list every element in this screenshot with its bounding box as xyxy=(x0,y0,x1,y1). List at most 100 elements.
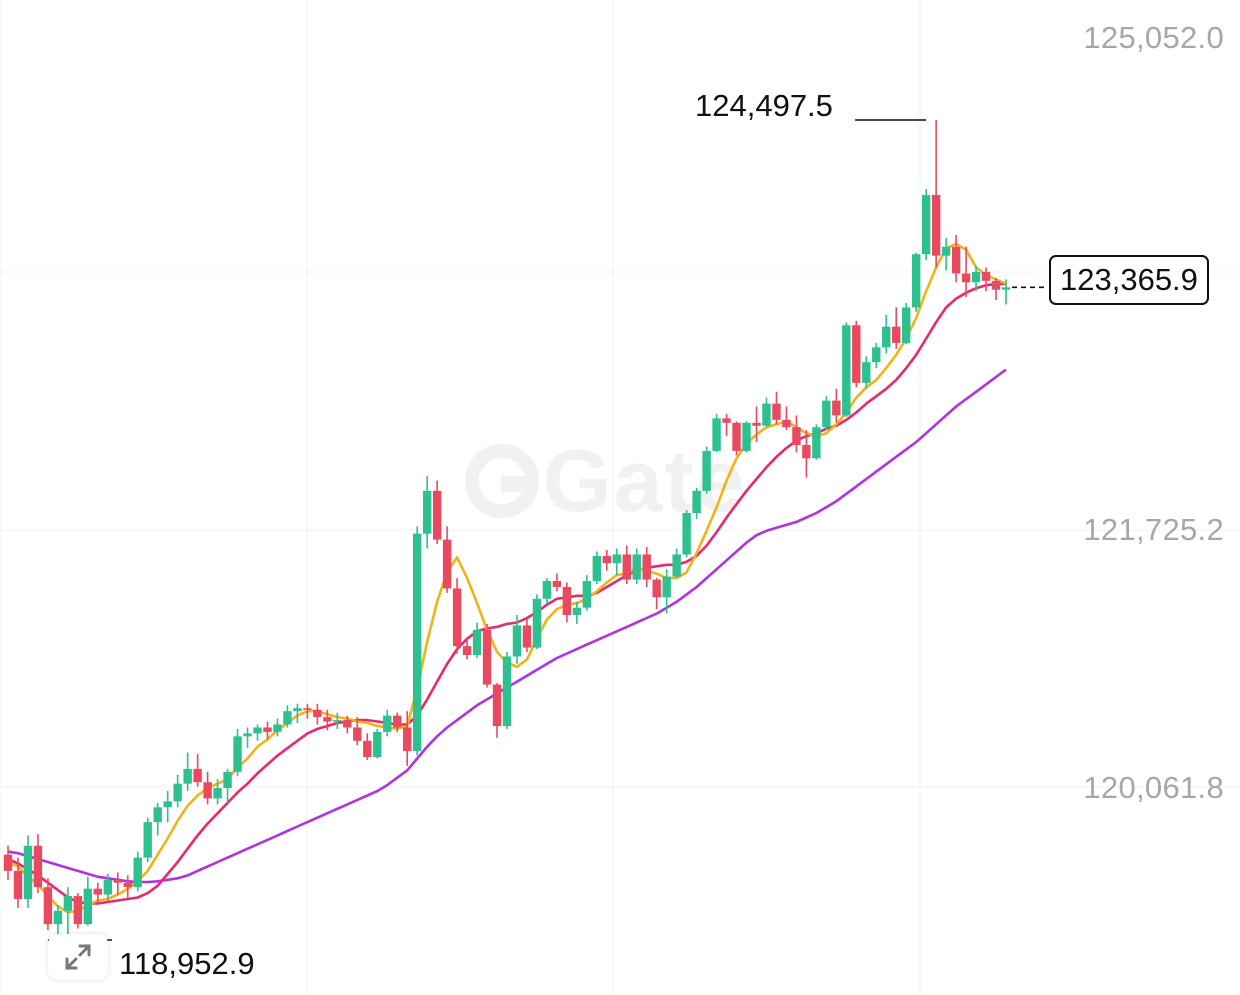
candle-body xyxy=(313,709,322,718)
candle-body xyxy=(283,711,292,725)
candle xyxy=(941,237,951,271)
candle-body xyxy=(921,195,931,255)
candle xyxy=(582,575,592,611)
low-price-label: 118,952.9 xyxy=(119,946,255,981)
candle xyxy=(213,779,222,805)
candle xyxy=(931,120,941,268)
candle xyxy=(702,446,711,494)
candle xyxy=(13,857,23,908)
candle xyxy=(432,480,442,545)
candle-body xyxy=(552,581,562,587)
candle xyxy=(422,476,432,549)
candle-body xyxy=(802,444,811,459)
candle xyxy=(562,582,572,623)
candle-body xyxy=(273,724,282,732)
expand-chart-button[interactable] xyxy=(48,934,108,980)
candle-body xyxy=(652,579,661,598)
candle-body xyxy=(862,362,871,383)
candle xyxy=(233,728,242,777)
candle xyxy=(862,356,871,389)
candle xyxy=(712,413,721,453)
candle xyxy=(502,652,512,729)
candle-body xyxy=(911,254,921,308)
candle xyxy=(203,771,212,805)
candle-body xyxy=(323,717,332,722)
candle xyxy=(253,724,262,741)
candle xyxy=(353,717,362,746)
candle xyxy=(752,406,761,443)
candle-body xyxy=(303,708,312,710)
candle xyxy=(133,851,142,892)
candle-body xyxy=(393,715,402,728)
candle-body xyxy=(23,845,33,900)
candle-body xyxy=(373,731,382,758)
candle-body xyxy=(83,888,93,925)
candle xyxy=(981,267,991,292)
candle xyxy=(73,893,83,929)
candle xyxy=(612,548,621,576)
candle xyxy=(93,882,103,905)
candle-body xyxy=(3,854,13,871)
candle-body xyxy=(692,490,701,514)
candle xyxy=(742,421,751,453)
candle xyxy=(273,718,282,737)
candle-body xyxy=(672,554,681,577)
candle xyxy=(682,510,691,558)
candle xyxy=(782,406,791,431)
candle-body xyxy=(223,771,232,789)
candle xyxy=(522,619,532,653)
candles xyxy=(3,120,1011,940)
candle xyxy=(662,569,671,614)
candle-body xyxy=(702,450,711,491)
candle xyxy=(3,845,13,880)
candle xyxy=(43,878,53,931)
candle-body xyxy=(562,586,572,616)
candle-body xyxy=(522,625,532,648)
candle-body xyxy=(363,740,372,758)
candle-body xyxy=(642,554,651,580)
candle-body xyxy=(622,554,631,580)
y-tick-label-top: 125,052.0 xyxy=(1083,20,1224,55)
candle xyxy=(193,754,202,787)
candle-body xyxy=(961,273,971,283)
candle-body xyxy=(482,629,492,685)
candle-body xyxy=(722,418,731,423)
candle-body xyxy=(712,418,721,451)
candle-body xyxy=(233,736,242,772)
candle xyxy=(772,391,781,425)
candle xyxy=(123,875,132,898)
candle-body xyxy=(143,822,152,858)
candle-body xyxy=(173,783,182,802)
high-price-label: 124,497.5 xyxy=(695,88,833,123)
candle-body xyxy=(602,555,611,564)
current-price-label: 123,365.9 xyxy=(1049,255,1209,305)
candle xyxy=(472,622,482,658)
candle xyxy=(482,623,492,688)
watermark: Gate xyxy=(465,430,747,532)
candle xyxy=(902,303,911,345)
candle-body xyxy=(133,857,142,888)
candle xyxy=(642,547,651,587)
candle xyxy=(652,578,661,610)
candle xyxy=(762,397,771,428)
candle xyxy=(383,709,392,737)
candle-body xyxy=(951,246,961,274)
y-tick-label-low: 120,061.8 xyxy=(1083,770,1224,805)
candle-body xyxy=(1001,287,1011,290)
candle-body xyxy=(123,882,132,888)
candle xyxy=(732,421,741,456)
candle xyxy=(532,594,542,650)
candle-body xyxy=(113,879,122,883)
candle xyxy=(343,715,352,734)
candle-body xyxy=(572,607,582,616)
candle xyxy=(403,711,412,766)
candle-body xyxy=(762,403,771,426)
candle-body xyxy=(73,896,83,925)
candle-body xyxy=(882,326,891,348)
candle xyxy=(852,320,861,388)
candle-body xyxy=(462,646,472,655)
candle-body xyxy=(822,400,831,428)
ma-mid-line xyxy=(7,282,1006,905)
candle xyxy=(363,733,372,760)
